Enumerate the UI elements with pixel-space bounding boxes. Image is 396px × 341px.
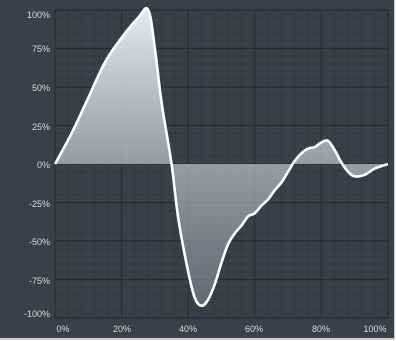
y-tick-label: 100% (27, 10, 50, 20)
y-axis-ticks: 100% 75% 50% 25% 0% -25% -50% -75% -100% (24, 10, 50, 319)
y-tick-label: 0% (37, 160, 50, 170)
y-tick-label: -25% (29, 199, 50, 209)
y-tick-label: -100% (24, 309, 50, 319)
waveform-fill (55, 8, 388, 306)
y-tick-label: -75% (29, 276, 50, 286)
x-axis-ticks: 0% 20% 40% 60% 80% 100% (56, 324, 386, 334)
x-tick-label: 0% (56, 324, 69, 334)
x-tick-label: 20% (113, 324, 131, 334)
x-tick-label: 100% (363, 324, 386, 334)
x-tick-label: 60% (245, 324, 263, 334)
y-tick-label: 50% (32, 83, 50, 93)
y-tick-label: 75% (32, 44, 50, 54)
y-tick-label: 25% (32, 122, 50, 132)
x-tick-label: 40% (179, 324, 197, 334)
y-tick-label: -50% (29, 237, 50, 247)
x-tick-label: 80% (312, 324, 330, 334)
waveform-line (53, 6, 389, 307)
